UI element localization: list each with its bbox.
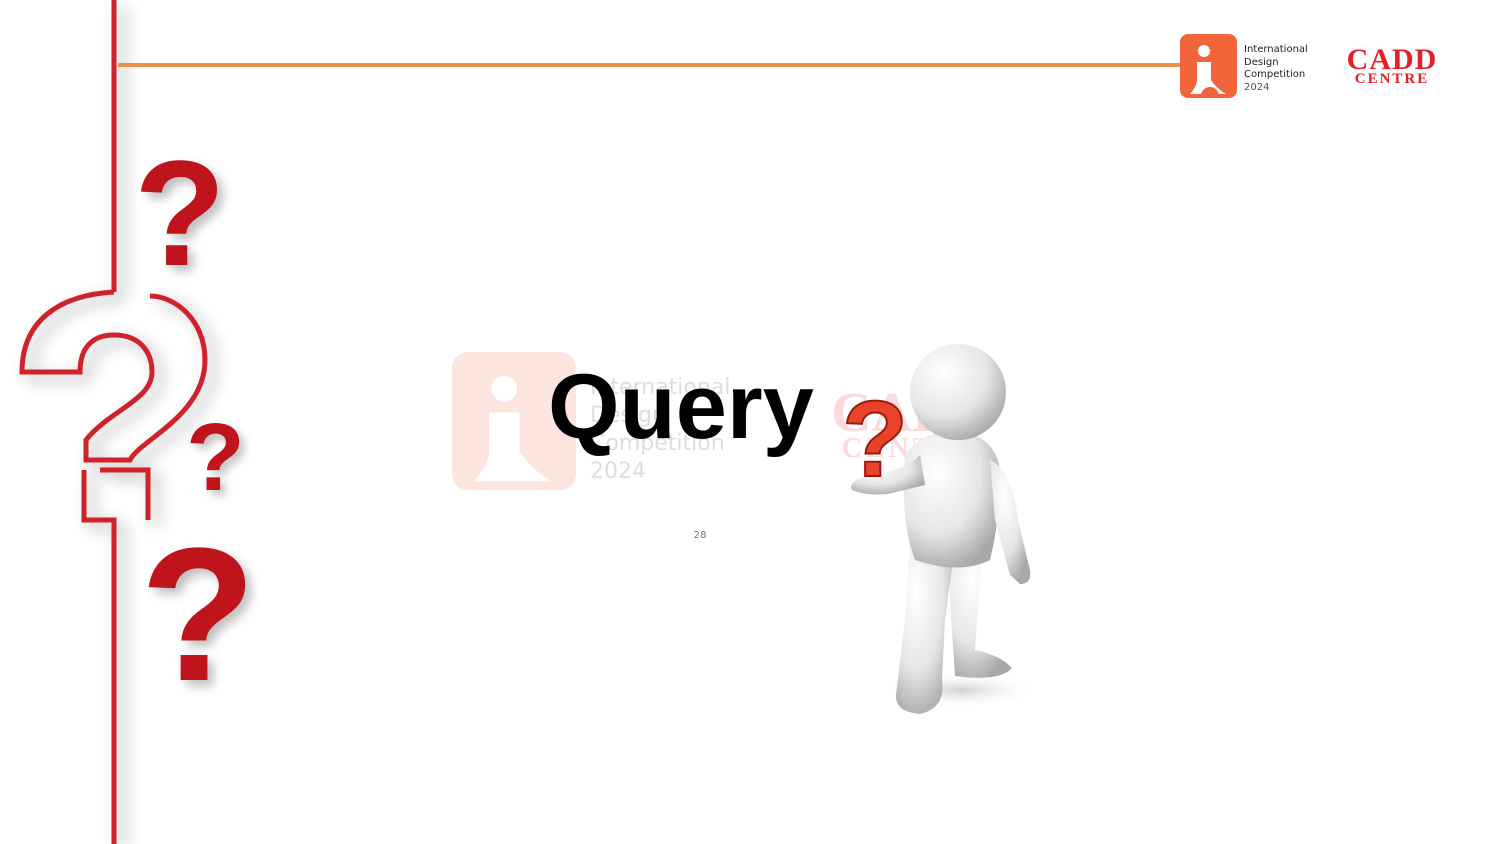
idc-logo-mark	[1180, 34, 1237, 98]
held-question-mark-icon: ?	[842, 378, 908, 499]
header-rule	[118, 63, 1184, 67]
page-number: 28	[693, 530, 707, 541]
left-decoration	[19, 0, 208, 844]
question-mark-icon: ?	[186, 404, 245, 511]
slide-title: Query	[548, 356, 814, 458]
vertical-red-line	[19, 0, 208, 844]
question-mark-icon: ?	[134, 129, 226, 297]
idc-logo: International Design Competition 2024	[1180, 34, 1330, 100]
idc-logo-text: International Design Competition 2024	[1244, 44, 1308, 93]
question-mark-icon: ?	[140, 509, 257, 721]
cadd-centre-logo: CADD CENTRE	[1346, 43, 1438, 87]
watermark-idc-mark	[452, 352, 576, 490]
